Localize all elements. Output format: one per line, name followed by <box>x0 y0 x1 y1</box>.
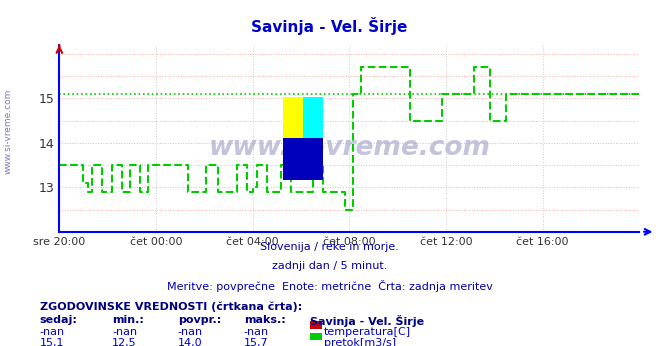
Text: min.:: min.: <box>112 315 144 325</box>
Text: -nan: -nan <box>244 327 269 337</box>
Text: Savinja - Vel. Širje: Savinja - Vel. Širje <box>310 315 424 327</box>
Text: www.si-vreme.com: www.si-vreme.com <box>3 89 13 174</box>
Text: Savinja - Vel. Širje: Savinja - Vel. Širje <box>251 17 408 35</box>
Text: -nan: -nan <box>112 327 137 337</box>
Text: 15,1: 15,1 <box>40 338 64 346</box>
Text: 12,5: 12,5 <box>112 338 136 346</box>
Text: -nan: -nan <box>178 327 203 337</box>
Bar <box>283 97 303 138</box>
Bar <box>303 97 323 138</box>
Text: www.si-vreme.com: www.si-vreme.com <box>208 135 490 161</box>
Text: pretok[m3/s]: pretok[m3/s] <box>324 338 396 346</box>
Text: 15,7: 15,7 <box>244 338 268 346</box>
Text: maks.:: maks.: <box>244 315 285 325</box>
Text: povpr.:: povpr.: <box>178 315 221 325</box>
Bar <box>283 138 323 180</box>
Text: 14,0: 14,0 <box>178 338 202 346</box>
Text: zadnji dan / 5 minut.: zadnji dan / 5 minut. <box>272 261 387 271</box>
Text: -nan: -nan <box>40 327 65 337</box>
Text: Slovenija / reke in morje.: Slovenija / reke in morje. <box>260 242 399 252</box>
Text: ZGODOVINSKE VREDNOSTI (črtkana črta):: ZGODOVINSKE VREDNOSTI (črtkana črta): <box>40 301 302 311</box>
Text: sedaj:: sedaj: <box>40 315 77 325</box>
Text: temperatura[C]: temperatura[C] <box>324 327 411 337</box>
Text: Meritve: povprečne  Enote: metrične  Črta: zadnja meritev: Meritve: povprečne Enote: metrične Črta:… <box>167 280 492 292</box>
